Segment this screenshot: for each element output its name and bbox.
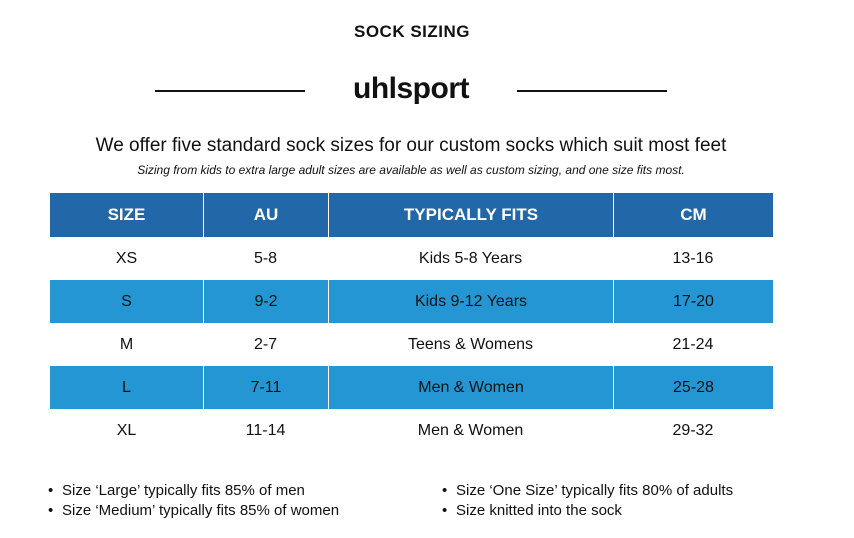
cell-typically-fits: Men & Women [417,421,524,439]
note-item-text: Size knitted into the sock [456,502,622,519]
cell-typically-fits: Teens & Womens [407,335,534,353]
cell-typically-fits: Men & Women [328,366,613,409]
list-item: • Size knitted into the sock [442,501,733,521]
cell-cm: 13-16 [672,249,714,267]
divider-left [155,90,305,92]
bullet-icon: • [48,502,54,519]
cell-size: XS [115,249,138,267]
bullet-icon: • [442,482,448,499]
note-item-text: Size ‘Large’ typically fits 85% of men [62,482,305,499]
cell-typically-fits: Kids 9-12 Years [328,280,613,323]
list-item: • Size ‘One Size’ typically fits 80% of … [442,481,733,501]
note-item-text: Size ‘Medium’ typically fits 85% of wome… [62,502,340,519]
table-row: XL 11-14 Men & Women 29-32 [50,409,773,452]
cell-size: L [122,378,131,396]
notes-right: • Size ‘One Size’ typically fits 80% of … [442,481,733,521]
brand-row: uhlsport [0,70,824,110]
cell-au: 9-2 [203,280,328,323]
sizing-table: SIZE AU TYPICALLY FITS CM XS 5-8 Kids 5-… [50,193,773,452]
table-row: L 7-11 Men & Women 25-28 [50,366,773,409]
bullet-icon: • [442,502,448,519]
note-text: Sizing from kids to extra large adult si… [137,163,685,177]
table-row: XS 5-8 Kids 5-8 Years 13-16 [50,237,773,280]
table-row: S 9-2 Kids 9-12 Years 17-20 [50,280,773,323]
column-header-typically-fits: TYPICALLY FITS [328,193,613,237]
brand-logo-text: uhlsport [353,72,470,105]
note-item-text: Size ‘One Size’ typically fits 80% of ad… [456,482,734,499]
table-row: M 2-7 Teens & Womens 21-24 [50,323,773,366]
list-item: • Size ‘Large’ typically fits 85% of men [48,481,339,501]
cell-cm: 17-20 [613,280,773,323]
cell-size: XL [116,421,137,439]
cell-au: 5-8 [253,249,278,267]
cell-cm: 25-28 [613,366,773,409]
cell-cm: 21-24 [672,335,714,353]
column-header-size: SIZE [107,205,146,224]
bullet-icon: • [48,482,54,499]
cell-size: M [119,335,134,353]
intro-text: We offer five standard sock sizes for ou… [95,135,727,156]
cell-cm: 29-32 [672,421,714,439]
divider-right [517,90,667,92]
cell-au: 11-14 [245,421,286,439]
list-item: • Size ‘Medium’ typically fits 85% of wo… [48,501,339,521]
column-header-cm: CM [613,193,773,237]
table-header-row: SIZE AU TYPICALLY FITS CM [50,193,773,237]
cell-typically-fits: Kids 5-8 Years [418,249,523,267]
cell-au: 2-7 [253,335,278,353]
cell-size: S [121,292,132,310]
cell-au: 7-11 [203,366,328,409]
page-heading: SOCK SIZING [353,22,470,41]
column-header-au: AU [203,193,328,237]
notes-left: • Size ‘Large’ typically fits 85% of men… [48,481,339,521]
